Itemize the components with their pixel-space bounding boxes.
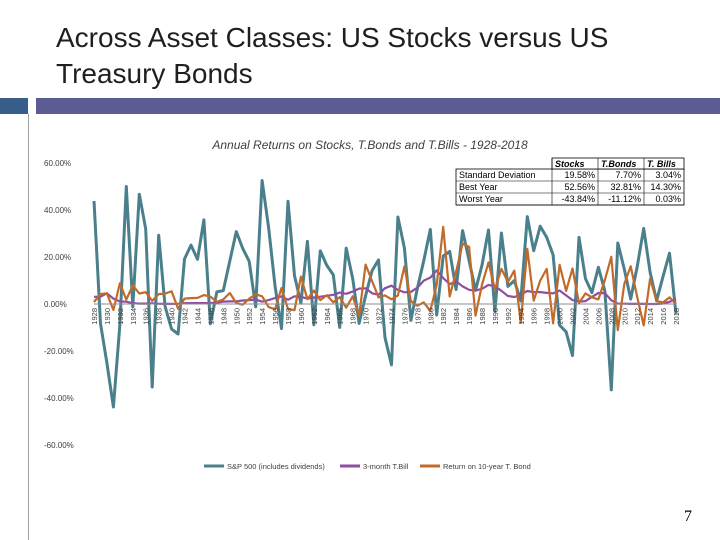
x-tick-label: 2014 [646,308,655,325]
x-tick-label: 1936 [142,308,151,325]
left-margin-rule [28,114,29,540]
x-tick-label: 2010 [620,308,629,325]
x-tick-label: 1954 [258,308,267,325]
x-tick-label: 1984 [452,308,461,325]
x-tick-label: 1928 [90,308,99,325]
x-tick-label: 1982 [439,308,448,325]
stats-table: Stocks T.Bonds T. Bills Standard Deviation 1… [455,157,685,206]
stats-cell: 32.81% [610,182,641,192]
x-tick-label: 1978 [413,308,422,325]
stats-cell: 19.58% [564,170,595,180]
x-tick-label: 1934 [129,308,138,325]
slide-title: Across Asset Classes: US Stocks versus U… [56,22,609,89]
x-tick-label: 2016 [659,308,668,325]
x-tick-label: 1956 [271,308,280,325]
x-tick-label: 1988 [478,308,487,325]
y-tick-label: -20.00% [44,347,74,356]
x-tick-label: 1994 [517,308,526,325]
y-tick-label: 40.00% [44,206,71,215]
stats-cell: -43.84% [561,194,595,204]
stats-table-header: T. Bills [647,159,676,169]
x-tick-label: 2006 [594,308,603,325]
stats-table-border [455,168,685,206]
x-tick-label: 2002 [569,308,578,325]
x-tick-label: 2000 [556,308,565,325]
series-layer [92,179,678,409]
x-tick-label: 1964 [323,308,332,325]
stats-row-label: Worst Year [459,194,503,204]
stats-row-label: Standard Deviation [459,170,536,180]
series-line-tbond [93,225,677,332]
stats-row-label: Best Year [459,182,498,192]
x-tick-label: 1974 [387,308,396,325]
x-tick-label: 1952 [245,308,254,325]
x-tick-label: 1966 [336,308,345,325]
title-accent-block [0,98,28,114]
x-tick-label: 1958 [284,308,293,325]
page-number: 7 [684,508,692,525]
legend-label: S&P 500 (includes dividends) [227,462,325,471]
chart-title: Annual Returns on Stocks, T.Bonds and T.… [211,138,528,152]
x-tick-label: 1992 [504,308,513,325]
x-tick-label: 1940 [168,308,177,325]
title-underline-bar [36,98,720,114]
x-tick-label: 1932 [116,308,125,325]
x-tick-label: 1950 [232,308,241,325]
x-tick-label: 2018 [672,308,681,325]
x-tick-label: 2004 [581,308,590,325]
y-tick-label: -40.00% [44,394,74,403]
x-tick-label: 1942 [181,308,190,325]
y-axis: 60.00% 40.00% 20.00% 0.00% -20.00% -40.00% -60… [44,159,74,450]
x-tick-label: 1970 [362,308,371,325]
x-tick-label: 2012 [633,308,642,325]
x-tick-label: 1962 [310,308,319,325]
series-line-stocks [92,179,678,409]
stats-cell: -11.12% [608,194,641,204]
x-tick-label: 1980 [426,308,435,325]
y-tick-label: 60.00% [44,159,71,168]
x-tick-label: 1946 [206,308,215,325]
x-tick-label: 1930 [103,308,112,325]
x-tick-label: 1938 [155,308,164,325]
stats-cell: 14.30% [650,182,681,192]
x-axis: 1928 1930 1932 1934 1936 1938 1940 1942 1944 1946… [90,303,681,325]
x-tick-label: 1948 [219,308,228,325]
x-tick-label: 2008 [607,308,616,325]
y-tick-label: 0.00% [44,300,67,309]
legend-label: 3-month T.Bill [363,462,409,471]
x-tick-label: 1996 [530,308,539,325]
y-tick-label: 20.00% [44,253,71,262]
y-tick-label: -60.00% [44,441,74,450]
x-tick-label: 1998 [543,308,552,325]
returns-line-chart: Annual Returns on Stocks, T.Bonds and T.… [44,138,685,471]
chart-legend: S&P 500 (includes dividends) 3-month T.Bi… [204,462,531,471]
legend-label: Return on 10-year T. Bond [443,462,531,471]
x-tick-label: 1990 [491,308,500,325]
x-tick-label: 1968 [349,308,358,325]
stats-cell: 3.04% [655,170,681,180]
x-tick-label: 1986 [465,308,474,325]
stats-cell: 7.70% [615,170,641,180]
stats-cell: 52.56% [564,182,595,192]
x-tick-label: 1972 [375,308,384,325]
stats-table-header: Stocks [555,159,585,169]
x-tick-label: 1976 [400,308,409,325]
x-tick-label: 1960 [297,308,306,325]
x-tick-label: 1944 [193,308,202,325]
stats-table-header: T.Bonds [601,159,636,169]
stats-cell: 0.03% [655,194,681,204]
